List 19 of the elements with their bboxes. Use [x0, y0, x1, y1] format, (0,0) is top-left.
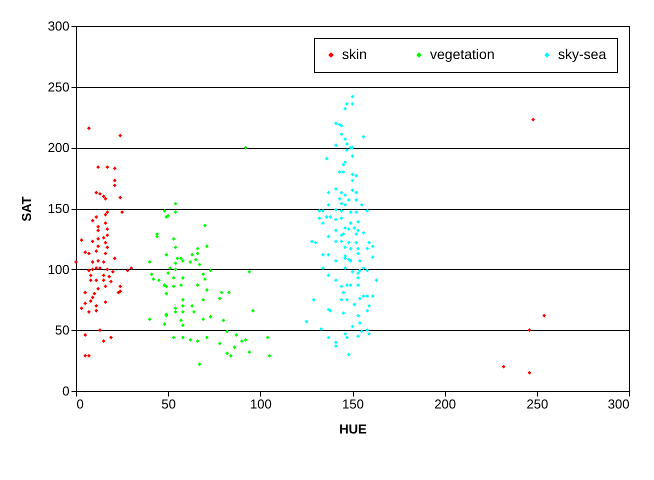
- x-tick-label: 250: [526, 396, 548, 412]
- y-tick-label: 200: [48, 140, 70, 156]
- x-tick-label: 0: [76, 396, 84, 412]
- y-tick-label: 100: [48, 262, 70, 277]
- x-tick-label: 100: [250, 396, 272, 412]
- legend-label: sky-sea: [558, 46, 606, 62]
- y-axis-title: SAT: [18, 196, 34, 222]
- x-tick-label: 300: [608, 396, 630, 412]
- y-tick-label: 0: [62, 384, 70, 398]
- x-tick-label: 200: [434, 396, 456, 412]
- y-tick-label: 300: [48, 18, 70, 34]
- y-tick-label: 250: [48, 79, 70, 94]
- y-tick-label: 50: [55, 322, 70, 338]
- legend-label: vegetation: [430, 46, 495, 62]
- x-tick-label: 150: [342, 396, 364, 412]
- x-axis-title: HUE: [339, 422, 368, 436]
- x-tick-label: 50: [161, 396, 176, 412]
- y-tick-label: 150: [48, 201, 70, 216]
- legend-label: skin: [342, 46, 367, 62]
